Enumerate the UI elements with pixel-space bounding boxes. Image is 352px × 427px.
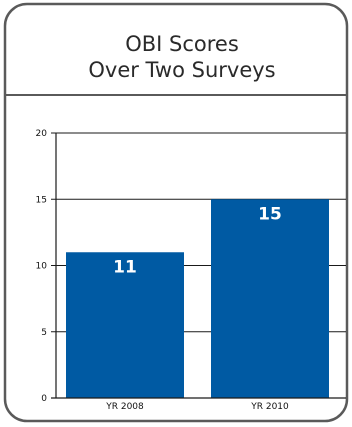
chart-title-line-2: Over Two Surveys [88,58,275,82]
x-category-label-0: YR 2008 [105,402,144,412]
y-tick-label-15: 15 [36,195,47,205]
y-tick-label-20: 20 [36,129,48,139]
y-tick-label-0: 0 [41,394,47,404]
x-category-label-1: YR 2010 [250,402,289,412]
y-tick-label-5: 5 [41,328,47,338]
y-tick-label-10: 10 [36,262,48,272]
data-label-1: 15 [258,204,282,224]
data-label-0: 11 [113,257,137,277]
bar-yr-2008 [66,252,184,398]
bar-yr-2010 [211,199,329,398]
axes: 0 5 10 15 20 YR 2008 YR 2010 [36,129,346,412]
bars: 11 15 [66,199,329,398]
chart-title-line-1: OBI Scores [125,32,239,56]
